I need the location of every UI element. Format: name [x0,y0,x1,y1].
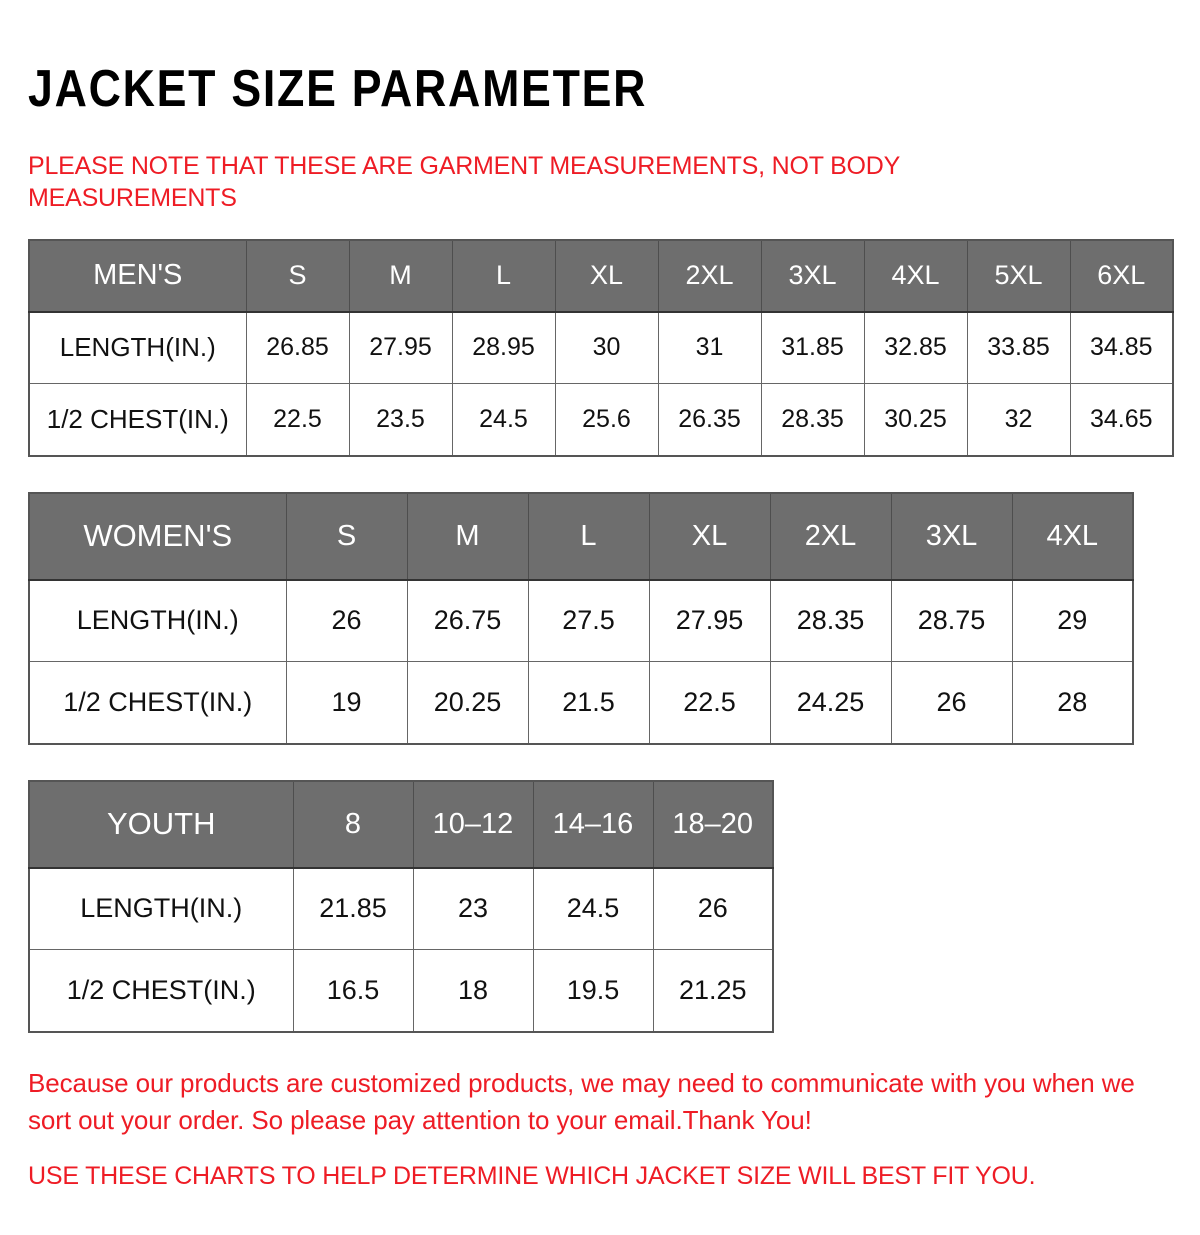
youth-size-header-14-16: 14–16 [532,780,654,869]
youth-length-8: 21.85 [292,867,414,951]
youth-length-18-20: 26 [652,867,774,951]
youth-size-header-10-12: 10–12 [412,780,534,869]
mens-length-l: 28.95 [451,311,556,385]
mens-size-header-s: S [245,239,350,313]
table-row: 1/2 CHEST(IN.) 22.5 23.5 24.5 25.6 26.35… [28,383,1174,457]
mens-length-2xl: 31 [657,311,762,385]
mens-size-header-5xl: 5XL [966,239,1071,313]
page-title: JACKET SIZE PARAMETER [28,59,648,118]
mens-group-label: MEN'S [28,239,247,313]
youth-length-label: LENGTH(IN.) [28,867,294,951]
womens-size-table: WOMEN'S S M L XL 2XL 3XL 4XL LENGTH(IN.)… [28,491,1134,745]
womens-chest-l: 21.5 [527,661,650,745]
youth-chest-14-16: 19.5 [532,949,654,1033]
womens-length-3xl: 28.75 [890,579,1013,663]
mens-length-label: LENGTH(IN.) [28,311,247,385]
youth-size-header-8: 8 [292,780,414,869]
youth-size-header-18-20: 18–20 [652,780,774,869]
womens-group-label: WOMEN'S [28,492,287,581]
mens-size-header-2xl: 2XL [657,239,762,313]
table-row: LENGTH(IN.) 21.85 23 24.5 26 [28,867,774,951]
mens-length-s: 26.85 [245,311,350,385]
table-row: 1/2 CHEST(IN.) 19 20.25 21.5 22.5 24.25 … [28,661,1134,745]
mens-chest-m: 23.5 [348,383,453,457]
youth-size-table: YOUTH 8 10–12 14–16 18–20 LENGTH(IN.) 21… [28,779,774,1033]
womens-chest-4xl: 28 [1011,661,1134,745]
mens-size-header-3xl: 3XL [760,239,865,313]
youth-chest-10-12: 18 [412,949,534,1033]
womens-length-s: 26 [285,579,408,663]
womens-chest-s: 19 [285,661,408,745]
mens-length-5xl: 33.85 [966,311,1071,385]
chart-usage-note: USE THESE CHARTS TO HELP DETERMINE WHICH… [28,1162,1036,1191]
mens-size-table: MEN'S S M L XL 2XL 3XL 4XL 5XL 6XL LENGT… [28,238,1174,457]
womens-length-4xl: 29 [1011,579,1134,663]
table-row: 1/2 CHEST(IN.) 16.5 18 19.5 21.25 [28,949,774,1033]
womens-length-xl: 27.95 [648,579,771,663]
youth-length-14-16: 24.5 [532,867,654,951]
mens-length-m: 27.95 [348,311,453,385]
table-row: LENGTH(IN.) 26.85 27.95 28.95 30 31 31.8… [28,311,1174,385]
table-row: LENGTH(IN.) 26 26.75 27.5 27.95 28.35 28… [28,579,1134,663]
womens-size-header-4xl: 4XL [1011,492,1134,581]
womens-size-header-2xl: 2XL [769,492,892,581]
mens-size-header-m: M [348,239,453,313]
womens-chest-m: 20.25 [406,661,529,745]
mens-chest-2xl: 26.35 [657,383,762,457]
table-header-row: YOUTH 8 10–12 14–16 18–20 [28,780,774,869]
womens-chest-2xl: 24.25 [769,661,892,745]
womens-length-m: 26.75 [406,579,529,663]
table-header-row: WOMEN'S S M L XL 2XL 3XL 4XL [28,492,1134,581]
mens-size-header-4xl: 4XL [863,239,968,313]
womens-length-label: LENGTH(IN.) [28,579,287,663]
mens-size-header-l: L [451,239,556,313]
youth-chest-8: 16.5 [292,949,414,1033]
mens-chest-xl: 25.6 [554,383,659,457]
customization-note: Because our products are customized prod… [28,1067,1135,1135]
mens-size-header-6xl: 6XL [1069,239,1174,313]
youth-chest-label: 1/2 CHEST(IN.) [28,949,294,1033]
mens-chest-label: 1/2 CHEST(IN.) [28,383,247,457]
womens-chest-label: 1/2 CHEST(IN.) [28,661,287,745]
youth-chest-18-20: 21.25 [652,949,774,1033]
mens-size-header-xl: XL [554,239,659,313]
womens-length-l: 27.5 [527,579,650,663]
mens-length-4xl: 32.85 [863,311,968,385]
womens-size-header-3xl: 3XL [890,492,1013,581]
mens-length-xl: 30 [554,311,659,385]
mens-chest-s: 22.5 [245,383,350,457]
mens-chest-6xl: 34.65 [1069,383,1174,457]
mens-length-6xl: 34.85 [1069,311,1174,385]
mens-chest-5xl: 32 [966,383,1071,457]
womens-size-header-xl: XL [648,492,771,581]
youth-group-label: YOUTH [28,780,294,869]
womens-length-2xl: 28.35 [769,579,892,663]
size-chart-page: JACKET SIZE PARAMETER PLEASE NOTE THAT T… [0,35,1200,1235]
womens-size-header-s: S [285,492,408,581]
womens-chest-3xl: 26 [890,661,1013,745]
mens-chest-3xl: 28.35 [760,383,865,457]
womens-size-header-l: L [527,492,650,581]
mens-chest-l: 24.5 [451,383,556,457]
mens-length-3xl: 31.85 [760,311,865,385]
womens-size-header-m: M [406,492,529,581]
garment-measurement-note: PLEASE NOTE THAT THESE ARE GARMENT MEASU… [28,151,900,212]
youth-length-10-12: 23 [412,867,534,951]
mens-chest-4xl: 30.25 [863,383,968,457]
table-header-row: MEN'S S M L XL 2XL 3XL 4XL 5XL 6XL [28,239,1174,313]
womens-chest-xl: 22.5 [648,661,771,745]
